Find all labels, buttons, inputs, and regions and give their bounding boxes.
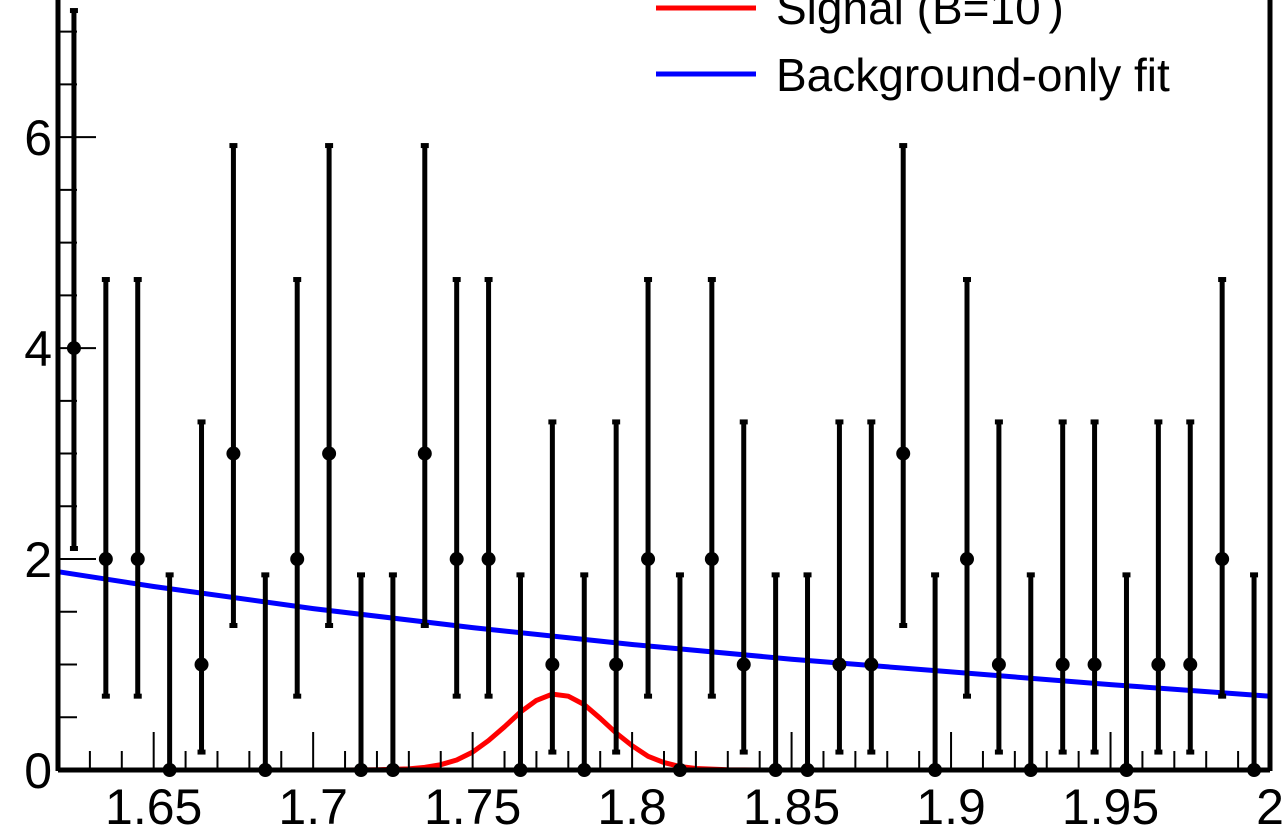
marker-26 bbox=[896, 446, 911, 461]
y-tick-label: 0 bbox=[24, 743, 52, 799]
data-point-26 bbox=[896, 143, 911, 628]
data-point-20 bbox=[704, 277, 719, 699]
marker-8 bbox=[322, 446, 337, 461]
marker-34 bbox=[1151, 657, 1166, 672]
data-point-12 bbox=[449, 277, 464, 699]
data-point-31 bbox=[1055, 419, 1070, 755]
data-point-8 bbox=[322, 143, 337, 628]
data-point-28 bbox=[960, 277, 974, 699]
x-tick-label: 1.9 bbox=[916, 779, 986, 829]
data-point-29 bbox=[991, 419, 1006, 755]
x-tick-label: 1.8 bbox=[597, 779, 667, 829]
y-tick-label: 6 bbox=[24, 110, 52, 166]
data-point-7 bbox=[290, 277, 305, 699]
data-point-36 bbox=[1215, 277, 1230, 699]
marker-7 bbox=[290, 552, 305, 567]
marks-layer bbox=[57, 8, 1271, 777]
marker-29 bbox=[991, 657, 1006, 672]
marker-25 bbox=[864, 657, 879, 672]
legend: Signal (B=10 ) Background-only fit bbox=[656, 0, 1170, 101]
data-point-11 bbox=[417, 143, 432, 628]
x-tick-label: 1.7 bbox=[278, 779, 348, 829]
marker-21 bbox=[736, 657, 751, 672]
marker-4 bbox=[194, 657, 209, 672]
data-point-21 bbox=[736, 419, 751, 755]
legend-signal-text: Signal (B=10 ) bbox=[776, 0, 1064, 34]
marker-24 bbox=[832, 657, 847, 672]
background-fit-curve bbox=[57, 569, 1271, 699]
data-point-35 bbox=[1183, 419, 1198, 755]
data-point-34 bbox=[1151, 419, 1166, 755]
legend-signal-exponent bbox=[1041, 0, 1049, 12]
marker-13 bbox=[481, 552, 496, 567]
marker-31 bbox=[1055, 657, 1070, 672]
data-point-15 bbox=[545, 419, 560, 755]
marker-18 bbox=[641, 552, 656, 567]
marker-20 bbox=[704, 552, 719, 567]
data-point-32 bbox=[1087, 419, 1102, 755]
marker-12 bbox=[449, 552, 464, 567]
marker-15 bbox=[545, 657, 560, 672]
legend-background-text: Background-only fit bbox=[776, 49, 1170, 101]
data-point-5 bbox=[226, 143, 241, 628]
y-tick-label: 2 bbox=[24, 532, 52, 588]
data-point-4 bbox=[194, 419, 209, 755]
marker-32 bbox=[1087, 657, 1102, 672]
data-point-18 bbox=[641, 277, 656, 699]
data-point-22 bbox=[768, 572, 783, 777]
marker-17 bbox=[609, 657, 624, 672]
data-point-9 bbox=[354, 572, 368, 777]
x-tick-label: 1.75 bbox=[424, 779, 521, 829]
x-tick-label: 1.85 bbox=[743, 779, 840, 829]
marker-28 bbox=[960, 552, 974, 567]
marker-36 bbox=[1215, 552, 1230, 567]
data-point-17 bbox=[609, 419, 624, 755]
data-point-2 bbox=[130, 277, 145, 699]
data-point-1 bbox=[98, 277, 113, 699]
marker-11 bbox=[417, 446, 432, 461]
x-tick-label: 1.65 bbox=[105, 779, 202, 829]
marker-35 bbox=[1183, 657, 1198, 672]
marker-5 bbox=[226, 446, 241, 461]
y-tick-label: 4 bbox=[24, 321, 52, 377]
x-tick-label: 1.95 bbox=[1062, 779, 1159, 829]
data-point-13 bbox=[481, 277, 496, 699]
marker-2 bbox=[130, 552, 145, 567]
ticks-layer: 1.65 1.7 1.75 1.8 1.85 1.9 1.95 2 0 2 4 6 bbox=[24, 30, 1283, 829]
x-tick-label: 2 bbox=[1256, 779, 1283, 829]
data-point-25 bbox=[864, 419, 879, 755]
marker-1 bbox=[98, 552, 113, 567]
data-point-24 bbox=[832, 419, 847, 755]
